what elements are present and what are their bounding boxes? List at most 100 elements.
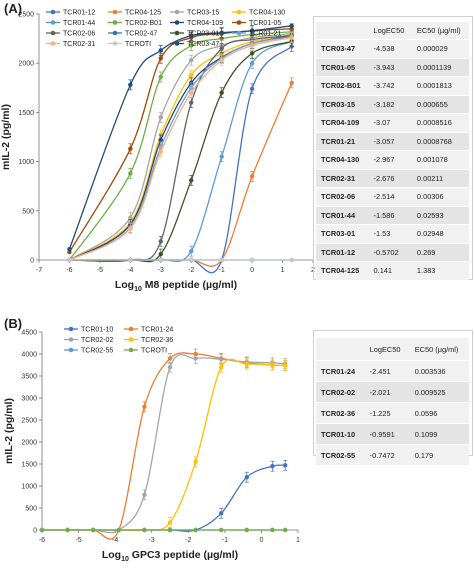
data-point: [189, 248, 194, 254]
table-row: TCR01-05 -3.943 0.0001139: [316, 58, 469, 77]
logec50-cell: -0.9591: [364, 423, 410, 445]
logec50-cell: -3.057: [368, 132, 412, 151]
legend-marker: [68, 347, 74, 353]
ec50-cell: 0.0001139: [411, 58, 469, 77]
data-point: [219, 527, 224, 533]
legend-marker: [112, 20, 118, 25]
y-tick-label: 4500: [21, 330, 37, 337]
y-axis-label: mIL-2 (pg/ml): [3, 398, 15, 464]
tcr-name-cell: TCR02-B01: [316, 76, 369, 96]
data-point: [65, 527, 70, 533]
logec50-cell: -0.7472: [364, 444, 410, 466]
logec50-cell: -1.53: [368, 224, 412, 244]
legend-label: TCR03-01: [187, 31, 219, 38]
panel-a-letter: (A): [4, 1, 23, 16]
data-point: [189, 257, 194, 263]
x-tick-label: -6: [66, 267, 72, 274]
legend-marker: [50, 9, 56, 15]
data-point: [244, 527, 249, 533]
series-line-tcr02-02: [42, 354, 286, 534]
table-row: TCR04-125 0.141 1.383: [316, 261, 469, 281]
x-axis-label: Log10 GPC3 peptide (µg/ml): [102, 549, 238, 563]
legend-marker: [50, 30, 56, 36]
legend-label: TCR01-12: [63, 10, 95, 17]
data-point: [249, 43, 255, 48]
legend-marker: [50, 41, 56, 46]
y-tick-label: 1500: [21, 462, 37, 469]
data-point: [193, 356, 198, 361]
legend-marker: [112, 41, 118, 46]
logec50-cell: 0.141: [368, 261, 412, 281]
series-line-tcr01-05: [68, 28, 292, 253]
data-point: [219, 511, 224, 516]
data-point: [128, 82, 133, 88]
data-point: [219, 58, 224, 63]
data-point: [189, 178, 194, 183]
data-point: [219, 46, 224, 51]
ec50-cell: 0.000655: [411, 95, 469, 114]
data-point: [189, 90, 194, 95]
table-row: TCR02-55 -0.7472 0.179: [316, 444, 469, 466]
data-point: [158, 74, 163, 80]
tcr-name-cell: TCR01-10: [316, 423, 365, 445]
ec50-cell: 0.001078: [411, 150, 469, 170]
x-tick-label: 1: [296, 537, 300, 544]
data-point: [249, 28, 255, 33]
y-tick-label: 0: [30, 258, 34, 265]
tcr-name-cell: TCR03-01: [316, 224, 369, 244]
legend-marker: [50, 20, 56, 25]
table-row: TCR03-01 -1.53 0.02948: [316, 224, 469, 244]
logec50-cell: -2.967: [368, 150, 412, 170]
series-line-tcr02-36: [42, 358, 286, 532]
logec50-cell: -2.451: [364, 360, 410, 382]
table-row: TCR01-21 -3.057 0.0008768: [316, 132, 469, 151]
data-point: [193, 527, 198, 533]
legend-label: TCR01-21: [249, 31, 281, 38]
data-point: [283, 363, 288, 368]
legend-label: TCR02-02: [81, 337, 113, 344]
legend-label: TCR04-130: [249, 10, 285, 17]
ec50-cell: 0.269: [411, 243, 469, 262]
tcr-name-cell: TCR01-44: [316, 206, 369, 225]
ec50-cell: 0.003536: [409, 360, 469, 382]
legend-marker: [68, 337, 74, 342]
ec50-cell: 0.00211: [411, 169, 469, 188]
legend-marker: [128, 337, 134, 342]
x-tick-label: -2: [185, 537, 191, 544]
data-point: [142, 527, 147, 533]
y-tick-label: 3500: [21, 374, 37, 381]
table-header-row: LogEC50 EC50 (µg/ml): [316, 22, 469, 40]
table-row: TCR02-06 -2.514 0.00306: [316, 187, 469, 207]
legend-marker: [236, 30, 242, 36]
table-header-cell: EC50 (µg/ml): [409, 338, 469, 361]
data-point: [193, 459, 198, 464]
legend-marker: [236, 20, 242, 25]
ec50-table-a: LogEC50 EC50 (µg/ml) TCR03-47 -4.538 0.0000…: [316, 22, 469, 281]
y-tick-label: 1500: [18, 110, 34, 117]
y-tick-label: 500: [22, 208, 34, 215]
table-row: TCR03-47 -4.538 0.000029: [316, 39, 469, 59]
data-point: [289, 80, 294, 86]
data-point: [158, 115, 163, 120]
data-point: [167, 356, 173, 361]
ec50-cell: 0.00306: [411, 187, 469, 207]
legend-label: TCR04-125: [125, 10, 161, 17]
ec50-cell: 0.0001813: [411, 76, 469, 96]
data-point: [167, 527, 173, 533]
legend-label: TCROTI: [141, 348, 167, 355]
y-tick-label: 4000: [21, 352, 37, 359]
ec50-cell: 0.0008768: [411, 132, 469, 151]
data-point: [189, 72, 194, 78]
data-point: [158, 137, 163, 143]
data-point: [158, 251, 163, 257]
x-tick-label: 0: [259, 537, 263, 544]
y-tick-label: 1000: [18, 159, 34, 166]
y-tick-label: 1000: [21, 484, 37, 491]
x-tick-label: -3: [158, 267, 164, 274]
x-tick-label: -5: [75, 537, 81, 544]
data-point: [189, 100, 194, 105]
series-line-tcr01-24: [42, 352, 286, 540]
table-row: TCR02-31 -2.676 0.00211: [316, 169, 469, 188]
x-tick-label: -2: [188, 267, 194, 274]
table-row: TCR02-02 -2.021 0.009525: [316, 381, 469, 403]
